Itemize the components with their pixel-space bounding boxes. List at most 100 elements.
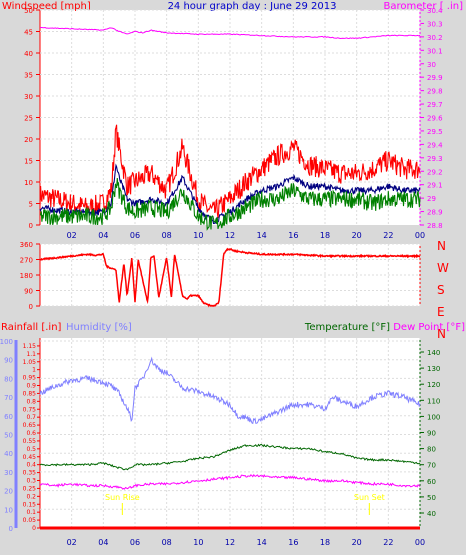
humidity-tick-label: 10 (4, 506, 13, 514)
barometer-tick-label: 29.3 (427, 155, 443, 163)
compass-label: E (437, 305, 445, 319)
temp-tick-label: 140 (427, 349, 440, 357)
temp-tick-label: 60 (427, 478, 436, 486)
barometer-tick-label: 29.5 (427, 128, 443, 136)
humidity-x-tick-label: 00 (415, 538, 425, 547)
series-dew-point (39, 473, 421, 490)
temp-tick-label: 50 (427, 494, 436, 502)
barometer-tick-label: 28.8 (427, 222, 443, 230)
rain-tick-label: 0.85 (23, 390, 37, 397)
barometer-tick-label: 30.1 (427, 47, 443, 55)
humidity-plot-area (40, 338, 420, 528)
wind-x-tick-label: 06 (130, 231, 140, 240)
humidity-axis-label: Humidity [%] (66, 322, 132, 333)
rain-tick-label: 0 (32, 525, 36, 532)
rain-tick-label: 0.7 (26, 414, 36, 421)
direction-tick-label: 180 (20, 272, 33, 280)
temp-tick-label: 80 (427, 446, 436, 454)
wind-x-tick-label: 00 (415, 231, 425, 240)
humidity-x-tick-label: 12 (225, 538, 235, 547)
wind-x-tick-label: 04 (98, 231, 108, 240)
temp-tick-label: 70 (427, 462, 436, 470)
humidity-tick-label: 60 (4, 413, 13, 421)
wind-tick-label: 30 (24, 93, 33, 101)
barometer-tick-label: 30.2 (427, 34, 443, 42)
humidity-x-tick-label: 22 (383, 538, 393, 547)
wind-tick-label: 20 (24, 136, 33, 144)
humidity-tick-label: 80 (4, 375, 13, 383)
compass-label: N (437, 239, 446, 253)
dewpoint-axis-label: Dew Point [°F] (393, 322, 465, 333)
wind-x-tick-label: 02 (67, 231, 77, 240)
wind-tick-label: 40 (24, 50, 33, 58)
humidity-tick-label: 30 (4, 469, 13, 477)
humidity-tick-label: 70 (4, 394, 13, 402)
temp-tick-label: 110 (427, 397, 440, 405)
temp-tick-label: 120 (427, 381, 440, 389)
series-humidity (39, 356, 421, 425)
temp-tick-label: 100 (427, 413, 440, 421)
wind-x-tick-label: 08 (162, 231, 172, 240)
barometer-tick-label: 29.6 (427, 115, 443, 123)
rain-tick-label: 0.95 (23, 375, 37, 382)
temp-tick-label: 40 (427, 510, 436, 518)
barometer-axis-label: Barometer [ .in] (383, 1, 463, 12)
barometer-tick-label: 29.1 (427, 182, 443, 190)
humidity-tick-label: 100 (0, 338, 13, 346)
humidity-tick-label: 40 (4, 450, 13, 458)
rain-tick-label: 0.5 (26, 446, 36, 453)
direction-tick-label: 90 (24, 288, 33, 296)
wind-x-tick-label: 10 (193, 231, 203, 240)
wind-x-tick-label: 12 (225, 231, 235, 240)
rain-tick-label: 0.65 (23, 422, 37, 429)
barometer-tick-label: 28.9 (427, 209, 443, 217)
wind-tick-label: 45 (24, 29, 33, 37)
wind-x-tick-label: 14 (257, 231, 267, 240)
rain-tick-label: 1.1 (26, 351, 36, 358)
rain-tick-label: 0.25 (23, 485, 37, 492)
wind-tick-label: 35 (24, 72, 33, 80)
series-temperature (39, 443, 421, 471)
rain-tick-label: 0.6 (26, 430, 36, 437)
compass-label: N (437, 327, 446, 341)
humidity-x-tick-label: 16 (288, 538, 298, 547)
rain-tick-label: 1.05 (23, 359, 37, 366)
rain-tick-label: 0.15 (23, 501, 37, 508)
rain-tick-label: 0.05 (23, 517, 37, 524)
humidity-x-tick-label: 10 (193, 538, 203, 547)
barometer-tick-label: 29.8 (427, 88, 443, 96)
humidity-tick-label: 0 (9, 525, 13, 533)
compass-label: W (437, 261, 449, 275)
rain-tick-label: 1 (32, 367, 36, 374)
direction-tick-label: 0 (29, 303, 33, 311)
wind-axis-label: Windspeed [mph] (2, 1, 91, 12)
wind-x-tick-label: 16 (288, 231, 298, 240)
barometer-tick-label: 29.7 (427, 101, 443, 109)
humidity-x-tick-label: 14 (257, 538, 267, 547)
humidity-x-tick-label: 06 (130, 538, 140, 547)
rain-tick-label: 0.2 (26, 493, 36, 500)
direction-tick-label: 360 (20, 241, 33, 249)
wind-tick-label: 25 (24, 115, 33, 123)
humidity-tick-label: 90 (4, 357, 13, 365)
rain-tick-label: 0.4 (26, 462, 36, 469)
series-wind-direction (39, 247, 421, 308)
humidity-x-tick-label: 04 (98, 538, 108, 547)
series-gust (39, 124, 421, 219)
barometer-tick-label: 29.9 (427, 74, 443, 82)
rain-tick-label: 0.35 (23, 470, 37, 477)
wind-tick-label: 10 (24, 179, 33, 187)
humidity-x-tick-label: 02 (67, 538, 77, 547)
temp-tick-label: 90 (427, 430, 436, 438)
wind-tick-label: 50 (24, 7, 33, 15)
rainfall-axis-label: Rainfall [.in] (1, 322, 62, 333)
rain-tick-label: 0.3 (26, 478, 36, 485)
direction-tick-label: 270 (20, 257, 33, 265)
wind-x-tick-label: 18 (320, 231, 330, 240)
humidity-x-tick-label: 20 (352, 538, 362, 547)
barometer-tick-label: 30.3 (427, 20, 443, 28)
wind-x-tick-label: 20 (352, 231, 362, 240)
temp-tick-label: 130 (427, 365, 440, 373)
rain-tick-label: 1.15 (23, 343, 37, 350)
